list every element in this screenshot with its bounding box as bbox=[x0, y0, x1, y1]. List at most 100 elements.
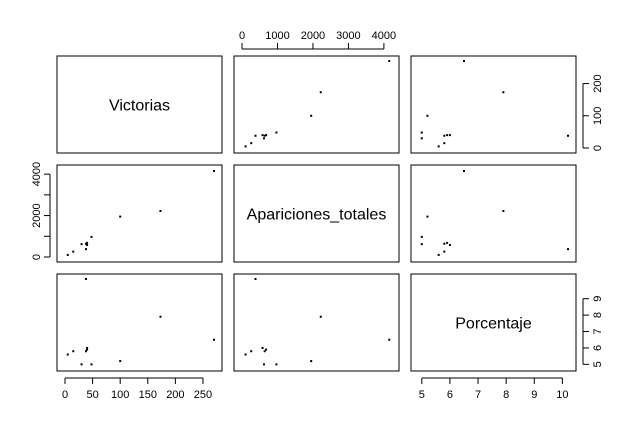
point-victorias-vs-apariciones_totales-5 bbox=[263, 134, 266, 137]
panel-box-porcentaje-victorias bbox=[56, 273, 223, 372]
point-victorias-vs-apariciones_totales-6 bbox=[262, 137, 265, 140]
point-apariciones_totales-vs-victorias-8 bbox=[66, 253, 69, 256]
tick-label-right-porcentaje-7: 7 bbox=[592, 328, 604, 334]
point-victorias-vs-apariciones_totales-9 bbox=[254, 134, 257, 137]
point-apariciones_totales-vs-victorias-9 bbox=[84, 248, 87, 251]
tick-label-top-apariciones_totales-1000: 1000 bbox=[265, 30, 289, 42]
point-apariciones_totales-vs-porcentaje-10 bbox=[448, 243, 451, 246]
point-apariciones_totales-vs-victorias-6 bbox=[80, 243, 83, 246]
point-apariciones_totales-vs-victorias-5 bbox=[84, 242, 87, 245]
point-porcentaje-vs-apariciones_totales-7 bbox=[250, 350, 253, 353]
point-apariciones_totales-vs-victorias-1 bbox=[159, 210, 162, 213]
point-porcentaje-vs-victorias-5 bbox=[84, 350, 87, 353]
point-porcentaje-vs-apariciones_totales-6 bbox=[262, 363, 265, 366]
point-victorias-vs-apariciones_totales-1 bbox=[319, 91, 322, 94]
tick-label-bottom-porcentaje-9: 9 bbox=[531, 389, 537, 401]
point-porcentaje-vs-apariciones_totales-8 bbox=[244, 353, 247, 356]
point-apariciones_totales-vs-victorias-4 bbox=[86, 241, 89, 244]
panel-box-apariciones_totales-apariciones_totales bbox=[233, 164, 400, 263]
tick-label-bottom-victorias-100: 100 bbox=[111, 389, 129, 401]
point-porcentaje-vs-apariciones_totales-9 bbox=[254, 278, 257, 280]
point-porcentaje-vs-apariciones_totales-0 bbox=[388, 338, 391, 341]
point-porcentaje-vs-victorias-4 bbox=[86, 348, 89, 351]
point-apariciones_totales-vs-porcentaje-0 bbox=[462, 170, 465, 173]
diagonal-label-apariciones_totales: Apariciones_totales bbox=[247, 207, 387, 224]
panel-box-victorias-victorias bbox=[56, 55, 223, 154]
point-victorias-vs-porcentaje-3 bbox=[420, 131, 423, 134]
point-victorias-vs-porcentaje-0 bbox=[462, 60, 465, 62]
tick-label-left-apariciones_totales-0: 0 bbox=[31, 254, 43, 260]
diagonal-label-victorias: Victorias bbox=[109, 98, 170, 115]
panel-box-porcentaje-apariciones_totales bbox=[233, 273, 400, 372]
point-porcentaje-vs-victorias-10 bbox=[86, 346, 89, 349]
point-apariciones_totales-vs-victorias-0 bbox=[213, 170, 215, 173]
tick-label-left-apariciones_totales-4000: 4000 bbox=[31, 162, 43, 186]
point-porcentaje-vs-victorias-9 bbox=[84, 278, 87, 280]
tick-label-right-victorias-200: 200 bbox=[592, 74, 604, 92]
point-porcentaje-vs-victorias-0 bbox=[213, 338, 215, 341]
point-victorias-vs-apariciones_totales-10 bbox=[261, 134, 264, 137]
point-victorias-vs-apariciones_totales-8 bbox=[244, 145, 247, 148]
point-victorias-vs-porcentaje-4 bbox=[446, 134, 449, 137]
point-apariciones_totales-vs-porcentaje-1 bbox=[502, 210, 505, 213]
point-porcentaje-vs-apariciones_totales-1 bbox=[319, 315, 322, 318]
point-apariciones_totales-vs-victorias-3 bbox=[90, 235, 93, 238]
point-porcentaje-vs-victorias-8 bbox=[66, 353, 69, 356]
panel-box-victorias-porcentaje bbox=[410, 55, 577, 154]
panel-box-porcentaje-porcentaje bbox=[410, 273, 577, 372]
panel-box-apariciones_totales-porcentaje bbox=[410, 164, 577, 263]
point-victorias-vs-porcentaje-6 bbox=[420, 137, 423, 140]
tick-label-bottom-porcentaje-7: 7 bbox=[475, 389, 481, 401]
tick-label-bottom-porcentaje-8: 8 bbox=[503, 389, 509, 401]
point-apariciones_totales-vs-porcentaje-4 bbox=[446, 241, 449, 244]
point-victorias-vs-porcentaje-5 bbox=[443, 134, 446, 137]
point-victorias-vs-porcentaje-9 bbox=[567, 134, 569, 137]
point-apariciones_totales-vs-victorias-7 bbox=[72, 250, 75, 253]
tick-label-bottom-victorias-50: 50 bbox=[86, 389, 98, 401]
point-porcentaje-vs-victorias-3 bbox=[90, 363, 93, 366]
point-victorias-vs-apariciones_totales-7 bbox=[250, 142, 253, 145]
tick-label-top-apariciones_totales-2000: 2000 bbox=[301, 30, 325, 42]
panel-box-victorias-apariciones_totales bbox=[233, 55, 400, 154]
tick-label-right-porcentaje-6: 6 bbox=[592, 345, 604, 351]
tick-label-top-apariciones_totales-0: 0 bbox=[239, 30, 245, 42]
point-apariciones_totales-vs-porcentaje-3 bbox=[420, 235, 423, 238]
panel-box-apariciones_totales-victorias bbox=[56, 164, 223, 263]
tick-label-bottom-victorias-0: 0 bbox=[62, 389, 68, 401]
tick-label-top-apariciones_totales-3000: 3000 bbox=[336, 30, 360, 42]
tick-label-right-victorias-100: 100 bbox=[592, 107, 604, 125]
point-apariciones_totales-vs-victorias-2 bbox=[119, 215, 122, 218]
point-porcentaje-vs-apariciones_totales-4 bbox=[265, 348, 268, 351]
point-porcentaje-vs-apariciones_totales-5 bbox=[263, 350, 266, 353]
tick-label-right-porcentaje-5: 5 bbox=[592, 361, 604, 367]
point-victorias-vs-porcentaje-1 bbox=[502, 91, 505, 94]
point-porcentaje-vs-apariciones_totales-10 bbox=[261, 346, 264, 349]
point-apariciones_totales-vs-porcentaje-2 bbox=[426, 215, 429, 218]
point-apariciones_totales-vs-victorias-10 bbox=[86, 243, 89, 246]
tick-label-top-apariciones_totales-4000: 4000 bbox=[372, 30, 396, 42]
point-apariciones_totales-vs-porcentaje-7 bbox=[443, 250, 446, 253]
point-porcentaje-vs-victorias-7 bbox=[72, 350, 75, 353]
tick-label-bottom-victorias-150: 150 bbox=[139, 389, 157, 401]
tick-label-right-victorias-0: 0 bbox=[592, 145, 604, 151]
point-victorias-vs-apariciones_totales-2 bbox=[310, 114, 313, 117]
point-apariciones_totales-vs-porcentaje-6 bbox=[420, 243, 423, 246]
point-victorias-vs-apariciones_totales-0 bbox=[388, 60, 391, 62]
tick-label-right-porcentaje-9: 9 bbox=[592, 296, 604, 302]
point-victorias-vs-apariciones_totales-4 bbox=[265, 134, 268, 137]
point-victorias-vs-porcentaje-2 bbox=[426, 114, 429, 117]
tick-label-bottom-porcentaje-6: 6 bbox=[447, 389, 453, 401]
point-porcentaje-vs-apariciones_totales-2 bbox=[310, 360, 313, 363]
tick-label-left-apariciones_totales-2000: 2000 bbox=[31, 203, 43, 227]
point-porcentaje-vs-victorias-2 bbox=[119, 360, 122, 363]
tick-label-bottom-victorias-200: 200 bbox=[166, 389, 184, 401]
point-victorias-vs-apariciones_totales-3 bbox=[275, 131, 278, 134]
point-porcentaje-vs-victorias-1 bbox=[159, 315, 162, 318]
point-victorias-vs-porcentaje-10 bbox=[448, 134, 451, 137]
point-porcentaje-vs-apariciones_totales-3 bbox=[275, 363, 278, 366]
diagonal-label-porcentaje: Porcentaje bbox=[455, 316, 532, 333]
point-porcentaje-vs-victorias-6 bbox=[80, 363, 83, 366]
tick-label-bottom-victorias-250: 250 bbox=[194, 389, 212, 401]
tick-label-bottom-porcentaje-10: 10 bbox=[556, 389, 568, 401]
